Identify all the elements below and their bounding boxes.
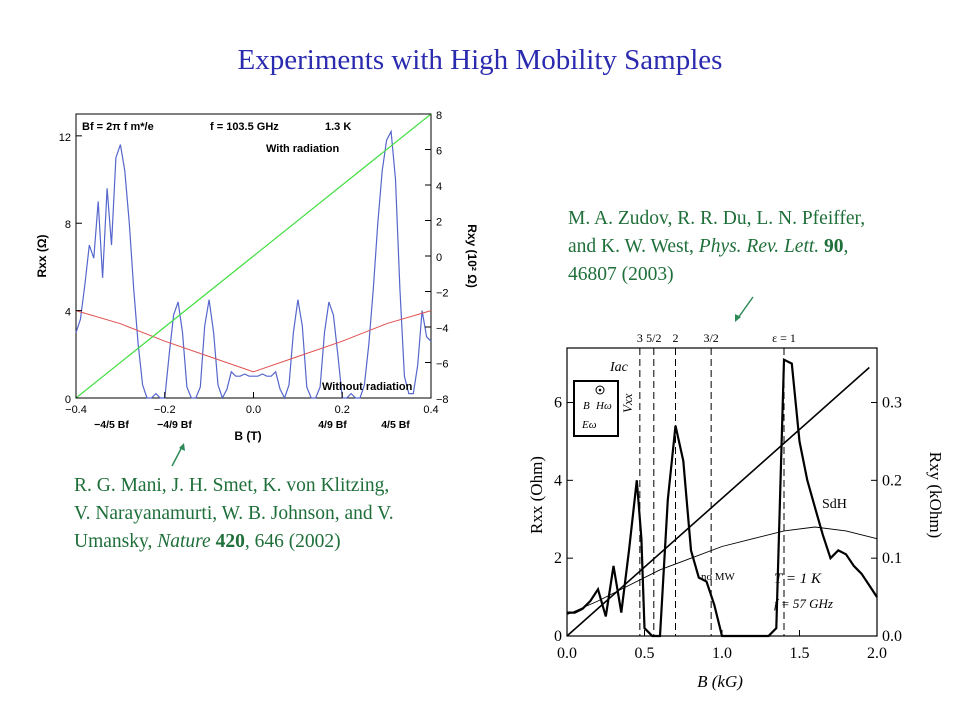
y-tick-label-left: 12 [59,132,71,144]
inset-h-label: Hω [595,400,612,412]
x-tick-label: 0.5 [635,645,655,662]
inset-field-dot-icon [595,385,605,395]
citation-journal: Phys. Rev. Lett. [698,236,820,257]
fraction-marker-label: −4/9 Bf [157,419,192,431]
y-tick-label-right: 0 [436,252,442,264]
inset-e-label: Eω [581,419,597,431]
y-tick-label-right: −8 [436,394,449,406]
series-line-with-radiation [75,129,432,400]
x-tick-label: 2.0 [867,645,887,662]
y-tick-label-left: 0 [554,628,562,645]
top-filling-factor-label: 2 [673,331,679,345]
y-tick-label-left: 4 [554,472,562,489]
series-line-rxy [566,366,870,637]
temperature-label: T = 1 K [774,571,822,587]
y-tick-label-right: 0.3 [882,394,902,411]
chart-mani: −4/5 Bf −4/9 Bf 4/9 Bf 4/5 Bf −0.4 −0.2 0.0 0.… [35,110,479,443]
arrow-head-right [735,314,741,322]
x-tick-label: −0.4 [65,404,87,416]
y-axis-label-right: Rxy (kOhm) [926,452,945,538]
y-axis-label-left: Rxx (Ohm) [527,456,546,534]
y-axis-label-right: Rxy (10² Ω) [465,224,479,288]
series-line-without-radiation [75,310,432,373]
y-tick-label-right: 8 [436,110,442,122]
y-tick-label-left: 4 [65,307,71,319]
series-line-rxy [75,113,432,399]
x-tick-label: 0.2 [335,404,350,416]
top-filling-factor-label: 3 [637,331,643,345]
arrow-to-right-chart [737,296,754,319]
frequency-label: f = 57 GHz [774,596,833,611]
citation-zudov: M. A. Zudov, R. R. Du, L. N. Pfeiffer, a… [568,205,868,289]
y-tick-label-left: 8 [65,219,71,231]
fraction-marker-label: 4/5 Bf [381,419,410,431]
y-tick-label-right: −2 [436,288,449,300]
y-tick-label-right: 0.1 [882,550,902,567]
sdh-label: SdH [822,497,847,512]
y-tick-label-right: 6 [436,146,442,158]
citation-pages: , 646 (2002) [244,531,341,552]
y-tick-label-right: 0.2 [882,472,902,489]
arrow-to-left-chart [171,446,183,467]
y-axis-label-left: Rxx (Ω) [35,235,49,278]
y-tick-label-right: 2 [436,217,442,229]
citation-authors: M. A. Zudov, R. R. Du, L. N. Pfeiffer, a… [568,208,866,257]
citation-mani: R. G. Mani, J. H. Smet, K. von Klitzing,… [74,472,394,556]
x-tick-label: 1.0 [712,645,732,662]
series-line-with-mw [567,357,878,638]
top-filling-factor-label: 5/2 [646,331,661,345]
top-filling-factor-label: ε = 1 [772,331,796,345]
formula-label: Bf = 2π f m*/e [82,121,154,133]
temperature-label: 1.3 K [325,121,351,133]
frequency-label: f = 103.5 GHz [210,121,279,133]
x-tick-label: 0.4 [423,404,438,416]
vxx-label: Vxx [620,393,635,413]
y-tick-label-left: 0 [65,394,71,406]
fraction-marker-label: 4/9 Bf [318,419,347,431]
y-tick-label-right: 0.0 [882,628,902,645]
x-axis-label: B (kG) [697,672,743,691]
citation-volume: 90 [824,236,844,257]
chart-zudov: 0.0 0.5 1.0 1.5 2.0 0 2 4 6 0.0 0.1 0.2 0.3 3 5/2 2 3… [527,331,945,691]
inset-field-dot-center-icon [598,388,602,392]
citation-journal: Nature [157,531,211,552]
y-tick-label-left: 6 [554,394,562,411]
arrow-head-left [179,443,185,451]
x-tick-label: 0.0 [557,645,577,662]
top-filling-factor-label: 3/2 [703,331,718,345]
citation-authors: R. G. Mani, J. H. Smet, K. von Klitzing,… [74,475,394,552]
iac-label: Iac [609,360,629,375]
fraction-marker-label: −4/5 Bf [94,419,129,431]
citation-pages: , 46807 (2003) [568,236,849,285]
y-tick-label-right: 4 [436,181,442,193]
citation-volume: 420 [215,531,245,552]
measurement-inset: B Hω Eω Iac Vxx [573,360,635,437]
inset-b-label: B [583,400,590,412]
slide-title: Experiments with High Mobility Samples [237,44,723,76]
y-tick-label-right: −6 [436,359,449,371]
x-tick-label: 0.0 [246,404,261,416]
y-tick-label-right: −4 [436,323,449,335]
x-tick-label: 1.5 [790,645,810,662]
x-tick-label: −0.2 [154,404,176,416]
with-radiation-label: With radiation [266,143,340,155]
y-tick-label-left: 2 [554,550,562,567]
x-axis-label: B (T) [234,429,261,443]
without-radiation-label: Without radiation [322,381,413,393]
inset-sample [573,380,619,437]
no-mw-label: no MW [701,571,736,583]
